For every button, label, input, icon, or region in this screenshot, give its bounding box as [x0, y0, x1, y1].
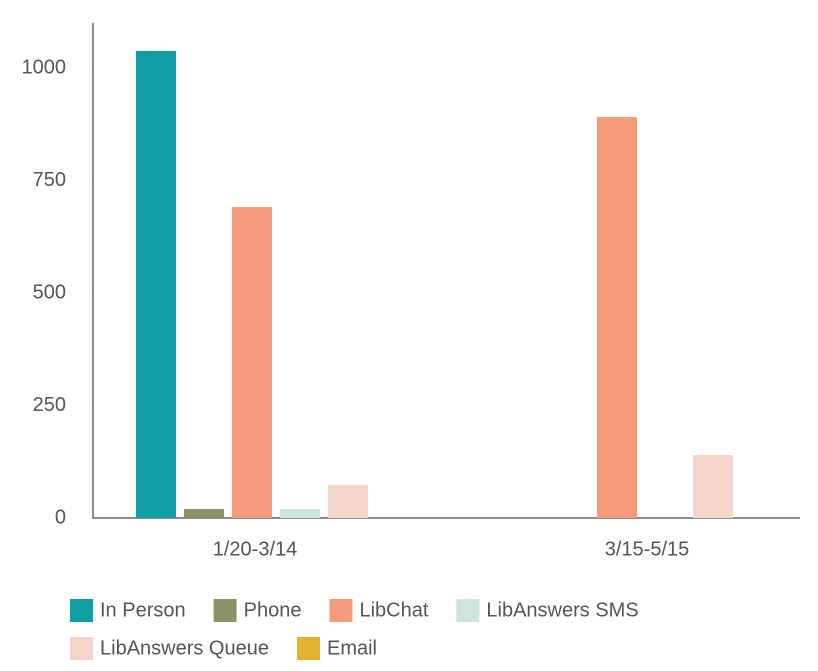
legend-swatch: [213, 599, 237, 622]
bar: [597, 117, 637, 519]
legend-label: Email: [327, 637, 377, 659]
y-tick-label: 500: [33, 281, 66, 303]
bar: [232, 207, 272, 519]
legend-label: In Person: [100, 599, 186, 621]
legend-swatch: [70, 637, 93, 660]
bar: [136, 50, 176, 519]
legend-swatch: [329, 599, 353, 622]
x-tick-label: 1/20-3/14: [213, 538, 298, 560]
legend-swatch: [456, 599, 480, 622]
bar: [280, 509, 320, 518]
legend-label: Phone: [244, 599, 302, 621]
legend-label: LibChat: [359, 599, 428, 621]
x-tick-label: 3/15-5/15: [605, 538, 690, 560]
legend-swatch: [70, 599, 93, 622]
bar: [693, 455, 733, 518]
legend-swatch: [296, 637, 320, 660]
y-tick-label: 250: [33, 394, 66, 416]
y-tick-label: 1000: [22, 56, 67, 78]
legend-label: LibAnswers Queue: [100, 637, 269, 659]
bar: [184, 509, 224, 518]
legend-label: LibAnswers SMS: [486, 599, 638, 621]
bar: [328, 485, 368, 518]
y-tick-label: 750: [33, 169, 66, 191]
y-tick-label: 0: [55, 506, 66, 528]
